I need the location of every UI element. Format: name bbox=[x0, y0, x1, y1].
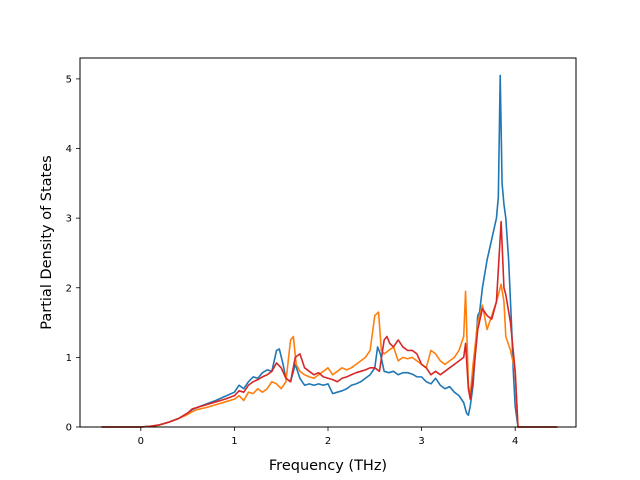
x-tick-label: 1 bbox=[231, 436, 237, 447]
series-line-2 bbox=[101, 283, 558, 428]
x-tick-label: 3 bbox=[418, 436, 424, 447]
y-tick-label: 2 bbox=[66, 283, 72, 294]
y-tick-label: 3 bbox=[66, 214, 72, 225]
y-axis-label: Partial Density of States bbox=[39, 155, 55, 329]
series-layer bbox=[101, 74, 558, 428]
y-tick-label: 0 bbox=[66, 423, 72, 434]
y-tick-label: 1 bbox=[66, 353, 72, 364]
x-tick-label: 4 bbox=[512, 436, 518, 447]
series-line-3 bbox=[101, 220, 558, 428]
y-tick-label: 4 bbox=[66, 144, 72, 155]
x-axis-label: Frequency (THz) bbox=[269, 458, 387, 474]
x-tick-label: 0 bbox=[138, 436, 144, 447]
x-tick-label: 2 bbox=[325, 436, 331, 447]
y-tick-label: 5 bbox=[66, 74, 72, 85]
y-axis: 0 1 2 3 4 5 bbox=[66, 74, 80, 434]
x-axis: 0 1 2 3 4 bbox=[138, 427, 518, 447]
